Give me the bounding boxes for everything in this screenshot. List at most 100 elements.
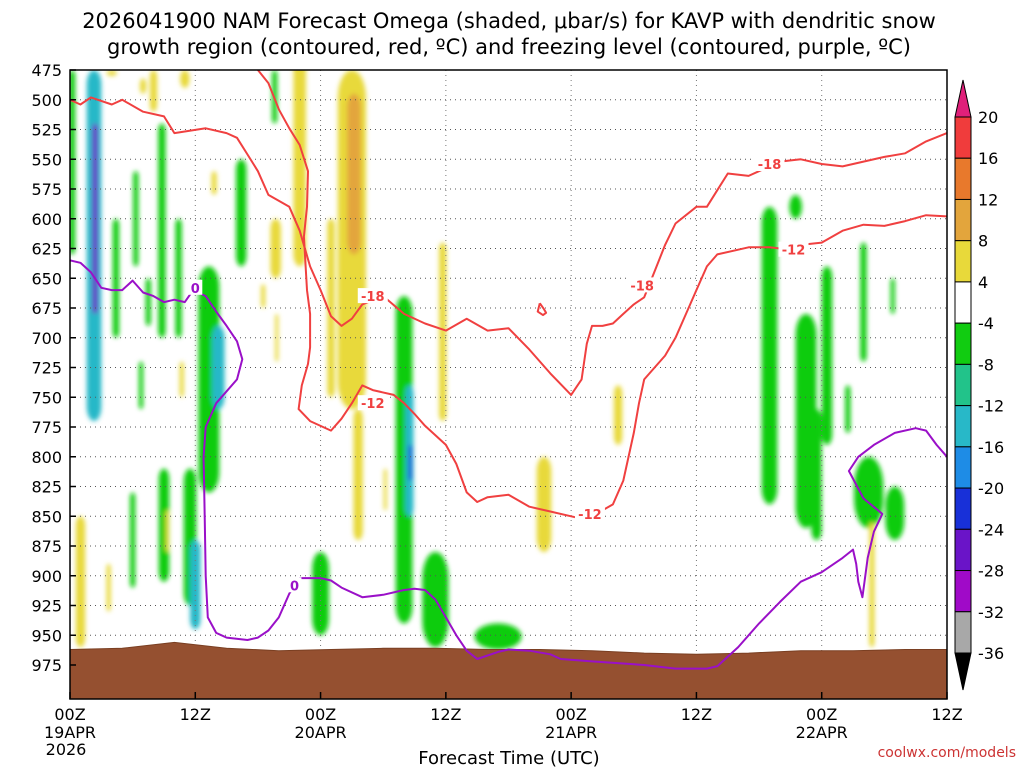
snow-contour-label-extra-0: -18: [758, 158, 782, 173]
credit-text: coolwx.com/models: [878, 745, 1016, 761]
colorbar-bin-10: [954, 487, 972, 530]
omega-blob-6: [138, 361, 144, 410]
omega-blob-32: [845, 385, 851, 433]
omega-blob-24: [789, 194, 802, 219]
omega-blob-50: [383, 468, 387, 511]
omega-blob-23: [761, 206, 778, 505]
y-tick-label-900: 900: [31, 567, 62, 586]
omega-blob-28: [854, 456, 884, 529]
colorbar-bin-4: [954, 240, 972, 283]
omega-blob-40: [106, 563, 111, 612]
snow-contour-2: [536, 302, 548, 317]
snow-contour-label-1-bg: [357, 395, 388, 411]
y-tick-label-775: 775: [31, 418, 62, 437]
omega-blob-45: [293, 70, 306, 267]
colorbar-bin-6: [954, 322, 972, 365]
omega-blob-43: [275, 313, 279, 362]
colorbar-bin-5: [954, 281, 972, 324]
colorbar-bin-7: [954, 363, 972, 407]
omega-blob-group: [70, 70, 905, 650]
y-tick-label-750: 750: [31, 388, 62, 407]
colorbar-label-1: 16: [978, 149, 998, 168]
y-tick-label-850: 850: [31, 507, 62, 526]
chart-title-line-2: growth region (contoured, red, ºC) and f…: [107, 35, 911, 59]
freezing-level-label-b-bg: [287, 577, 302, 593]
y-tick-label-975: 975: [31, 656, 62, 675]
omega-blob-51: [439, 242, 447, 422]
omega-blob-0: [70, 70, 76, 255]
freezing-level-label-b: 0: [290, 579, 299, 594]
y-tick-label-500: 500: [31, 91, 62, 110]
colorbar-bin-11: [954, 528, 972, 572]
omega-blob-29: [885, 486, 905, 541]
snow-contour-label-extra-1-bg: [627, 277, 658, 293]
colorbar-label-5: -4: [978, 314, 994, 333]
snow-contour-label-0: -18: [361, 290, 385, 305]
omega-blob-48: [327, 218, 335, 398]
omega-blob-35: [149, 70, 158, 112]
y-tick-label-700: 700: [31, 329, 62, 348]
y-tick-label-475: 475: [31, 61, 62, 80]
omega-blob-31: [890, 278, 895, 314]
colorbar-label-0: 20: [978, 108, 998, 127]
omega-blob-22: [474, 623, 522, 650]
colorbar: 20 16 12 8 4 -4 -8 -12 -16 -20 -24 -28 -32 -36: [954, 79, 1004, 691]
x-tick-label-72: 00Z: [806, 705, 837, 724]
colorbar-bin-1: [954, 116, 972, 159]
freezing-level-label-a: 0: [191, 282, 200, 297]
colorbar-bin-13: [954, 611, 972, 654]
colorbar-label-10: -24: [978, 520, 1004, 539]
colorbar-label-2: 12: [978, 190, 998, 209]
x-axis-label: Forecast Time (UTC): [418, 748, 599, 768]
x-tick-label-48: 00Z: [555, 705, 586, 724]
colorbar-bin-3: [954, 198, 972, 242]
chart-title-line-1: 2026041900 NAM Forecast Omega (shaded, μ…: [82, 9, 936, 33]
freezing-level-contour: [70, 259, 947, 670]
omega-blob-9: [158, 468, 170, 582]
y-tick-label-725: 725: [31, 359, 62, 378]
x-tick-label-0: 00Z: [54, 705, 85, 724]
snow-contour-label-1: -12: [361, 397, 385, 412]
x-year-label-0: 2026: [46, 740, 87, 759]
snow-contour-label-extra-0-bg: [754, 156, 785, 172]
snow-contour-label-extra-2-bg: [778, 241, 809, 257]
y-axis: 475 500 525 550 575 600 625 650 675 700 725 750 775 8…: [31, 61, 76, 675]
y-tick-label-575: 575: [31, 180, 62, 199]
freezing-level-label-a-bg: [188, 279, 203, 295]
colorbar-label-3: 8: [978, 232, 988, 251]
omega-blob-5: [145, 278, 151, 326]
omega-blob-12: [198, 266, 220, 493]
omega-blob-39: [75, 516, 86, 648]
x-date-label-24: 20APR: [295, 723, 347, 742]
snow-contour-label-extra-3-bg: [574, 505, 605, 521]
omega-blob-8: [158, 123, 166, 338]
y-tick-label-550: 550: [31, 150, 62, 169]
snow-contour-1: [257, 70, 947, 520]
omega-blob-27: [821, 266, 833, 445]
colorbar-label-13: -36: [978, 644, 1004, 663]
y-tick-label-675: 675: [31, 299, 62, 318]
x-tick-label-12: 12Z: [180, 705, 211, 724]
x-tick-label-84: 12Z: [931, 705, 962, 724]
colorbar-bin-8: [954, 405, 972, 448]
snow-contour-label-0-bg: [357, 288, 388, 304]
y-tick-label-925: 925: [31, 597, 62, 616]
plot-frame: [69, 69, 948, 700]
colorbar-bin-12: [954, 570, 972, 613]
colorbar-label-8: -16: [978, 438, 1004, 457]
omega-blob-13: [211, 325, 225, 410]
terrain-fill: [70, 641, 947, 699]
omega-blob-15: [236, 159, 247, 267]
omega-blob-18: [395, 296, 413, 624]
x-tick-label-24: 00Z: [305, 705, 336, 724]
omega-blob-49: [353, 409, 363, 541]
colorbar-bin-2: [954, 157, 972, 200]
y-tick-label-525: 525: [31, 121, 62, 140]
omega-blob-36: [180, 70, 190, 88]
snow-contour-label-extra-2: -12: [782, 244, 806, 259]
omega-blob-53: [613, 385, 623, 445]
y-tick-label-650: 650: [31, 269, 62, 288]
snow-contour-label-extra-3: -12: [578, 508, 602, 523]
